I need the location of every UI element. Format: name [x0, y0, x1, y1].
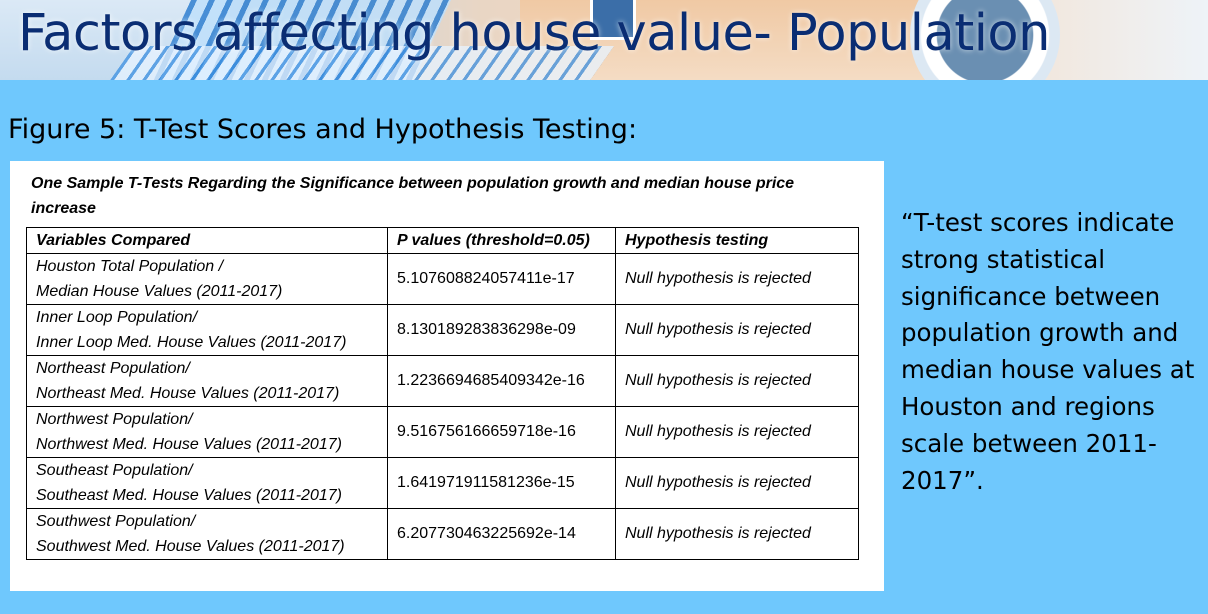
p-value-cell: 8.130189283836298e-09 [387, 304, 616, 356]
variable-line-2: Southwest Med. House Values (2011-2017) [36, 538, 345, 555]
variables-cell: Southeast Population/Southeast Med. Hous… [26, 457, 388, 509]
variable-line-1: Inner Loop Population/ [36, 309, 198, 326]
table-title: One Sample T-Tests Regarding the Signifi… [31, 175, 795, 217]
variables-cell: Inner Loop Population/Inner Loop Med. Ho… [26, 304, 388, 356]
hypothesis-cell: Null hypothesis is rejected [615, 406, 859, 458]
variable-line-2: Northwest Med. House Values (2011-2017) [36, 436, 342, 453]
table-panel: One Sample T-Tests Regarding the Signifi… [10, 161, 884, 591]
variable-line-2: Median House Values (2011-2017) [36, 283, 283, 300]
variable-line-1: Northwest Population/ [36, 411, 193, 428]
variable-line-1: Houston Total Population / [36, 258, 224, 275]
hypothesis-cell: Null hypothesis is rejected [615, 457, 859, 509]
table-row: Northwest Population/Northwest Med. Hous… [26, 406, 859, 458]
variable-line-1: Southwest Population/ [36, 513, 196, 530]
banner-door [590, 0, 636, 40]
table-row: Southwest Population/Southwest Med. Hous… [26, 508, 859, 560]
p-value-cell: 1.641971911581236e-15 [387, 457, 616, 509]
variables-cell: Northwest Population/Northwest Med. Hous… [26, 406, 388, 458]
p-value-cell: 9.516756166659718e-16 [387, 406, 616, 458]
table-row: Southeast Population/Southeast Med. Hous… [26, 457, 859, 509]
variables-cell: Houston Total Population / Median House V… [26, 253, 388, 305]
variable-line-2: Southeast Med. House Values (2011-2017) [36, 487, 342, 504]
variable-line-1: Southeast Population/ [36, 462, 193, 479]
t-test-table: Variables Compared P values (threshold=0… [26, 227, 859, 560]
header-variables: Variables Compared [26, 227, 388, 254]
table-row: Inner Loop Population/Inner Loop Med. Ho… [26, 304, 859, 356]
header-p-values: P values (threshold=0.05) [387, 227, 616, 254]
variables-cell: Southwest Population/Southwest Med. Hous… [26, 508, 388, 560]
hypothesis-cell: Null hypothesis is rejected [615, 355, 859, 407]
variables-cell: Northeast Population/Northeast Med. Hous… [26, 355, 388, 407]
header-banner: Factors affecting house value- Populatio… [0, 0, 1208, 80]
table-header-row: Variables Compared P values (threshold=0… [26, 227, 859, 254]
hypothesis-cell: Null hypothesis is rejected [615, 304, 859, 356]
variable-line-1: Northeast Population/ [36, 360, 190, 377]
slide-title: Factors affecting house value- Populatio… [18, 4, 1050, 63]
p-value-cell: 6.207730463225692e-14 [387, 508, 616, 560]
banner-round-window [910, 0, 1060, 80]
variable-line-2: Northeast Med. House Values (2011-2017) [36, 385, 340, 402]
table-row: Northeast Population/Northeast Med. Hous… [26, 355, 859, 407]
p-value-cell: 1.2236694685409342e-16 [387, 355, 616, 407]
conclusion-quote: “T-test scores indicate strong statistic… [901, 208, 1195, 495]
variable-line-2: Inner Loop Med. House Values (2011-2017) [36, 334, 347, 351]
hypothesis-cell: Null hypothesis is rejected [615, 508, 859, 560]
p-value-cell: 5.107608824057411e-17 [387, 253, 616, 305]
hypothesis-cell: Null hypothesis is rejected [615, 253, 859, 305]
figure-caption: Figure 5: T-Test Scores and Hypothesis T… [8, 114, 638, 145]
table-row: Houston Total Population / Median House V… [26, 253, 859, 305]
header-hypothesis: Hypothesis testing [615, 227, 859, 254]
